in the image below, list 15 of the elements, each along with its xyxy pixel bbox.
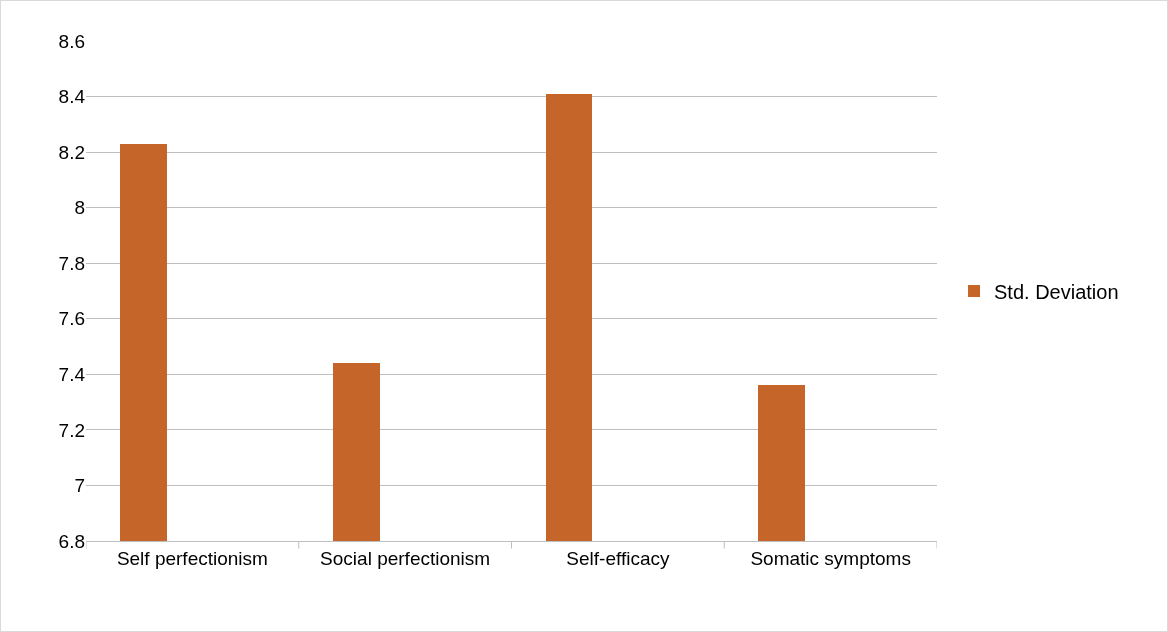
- x-tick-label: Self-efficacy: [566, 547, 670, 569]
- y-tick-label: 8.4: [58, 86, 86, 108]
- y-tick-label: 8.6: [58, 30, 85, 52]
- x-tick-label: Somatic symptoms: [750, 547, 911, 569]
- x-tick-label: Social perfectionism: [320, 547, 491, 569]
- y-tick-label: 7.2: [58, 419, 85, 441]
- y-tick-label: 7.6: [58, 308, 85, 330]
- legend-label: Std. Deviation: [994, 280, 1119, 303]
- y-tick-label: 8: [74, 197, 85, 219]
- y-tick-label: 7.4: [58, 363, 86, 385]
- x-tick-label: Self perfectionism: [116, 547, 268, 569]
- y-tick-label: 6.8: [58, 530, 85, 552]
- y-tick-label: 8.2: [58, 141, 85, 163]
- y-tick-label: 7: [74, 475, 85, 497]
- y-tick-label: 7.8: [58, 252, 85, 274]
